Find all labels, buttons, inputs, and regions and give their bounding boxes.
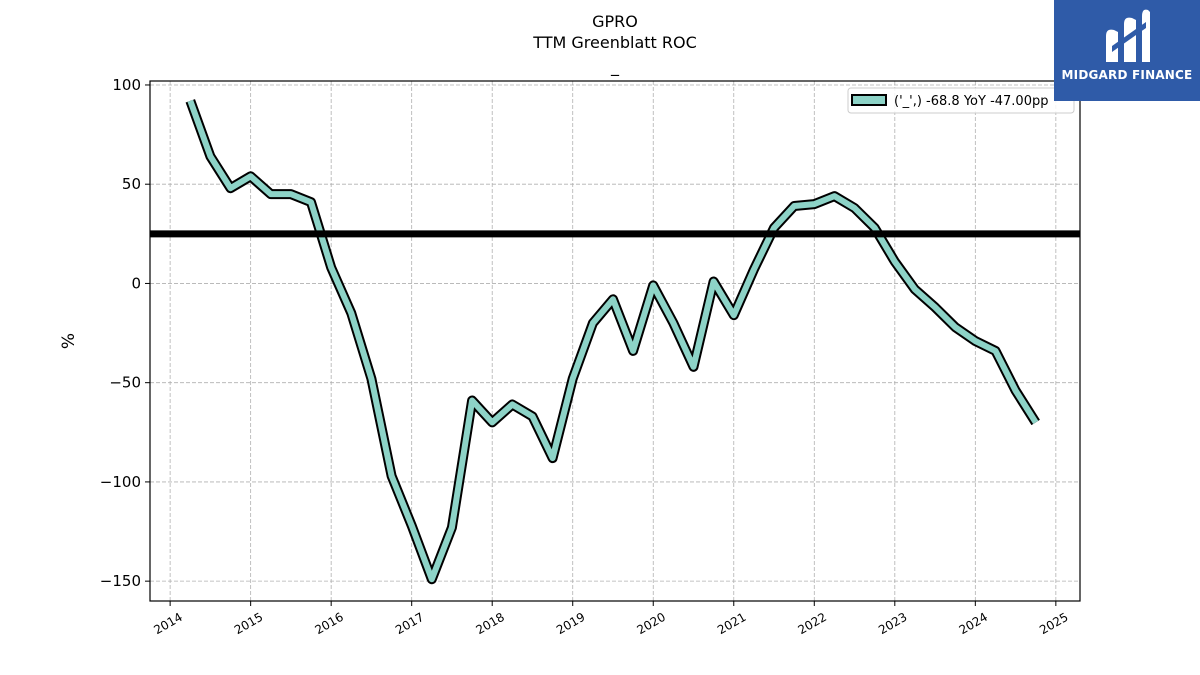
chart-title: TTM Greenblatt ROC <box>533 33 697 52</box>
y-tick-label: 0 <box>131 274 141 292</box>
logo-mark-icon <box>1106 9 1150 63</box>
x-tick-label: 2020 <box>635 610 668 637</box>
y-tick-label: −100 <box>100 473 141 491</box>
x-tick-label: 2014 <box>151 610 184 637</box>
y-tick-label: 100 <box>112 76 141 94</box>
x-tick-label: 2019 <box>554 610 587 637</box>
x-tick-label: 2023 <box>876 610 909 637</box>
brand-logo: MIDGARD FINANCE <box>1054 0 1200 101</box>
x-tick-label: 2018 <box>473 610 506 637</box>
y-tick-label: −150 <box>100 572 141 590</box>
x-tick-label: 2025 <box>1037 610 1070 637</box>
y-axis-label: % <box>59 333 79 349</box>
x-tick-label: 2015 <box>232 610 265 637</box>
y-tick-label: −50 <box>109 374 141 392</box>
legend-label: ('_',) -68.8 YoY -47.00pp <box>894 94 1048 109</box>
series-line <box>187 99 1039 583</box>
x-tick-label: 2016 <box>312 610 345 637</box>
logo-text: MIDGARD FINANCE <box>1061 68 1193 82</box>
legend-swatch <box>851 94 887 106</box>
plot-frame <box>149 80 1081 602</box>
chart-subtitle: _ <box>611 57 619 76</box>
x-tick-label: 2017 <box>393 610 426 637</box>
chart-ticker: GPRO <box>592 12 638 31</box>
x-tick-label: 2021 <box>715 610 748 637</box>
x-tick-label: 2024 <box>957 610 990 637</box>
x-tick-label: 2022 <box>796 610 829 637</box>
y-tick-label: 50 <box>122 175 141 193</box>
series-line-outline <box>185 99 1040 585</box>
